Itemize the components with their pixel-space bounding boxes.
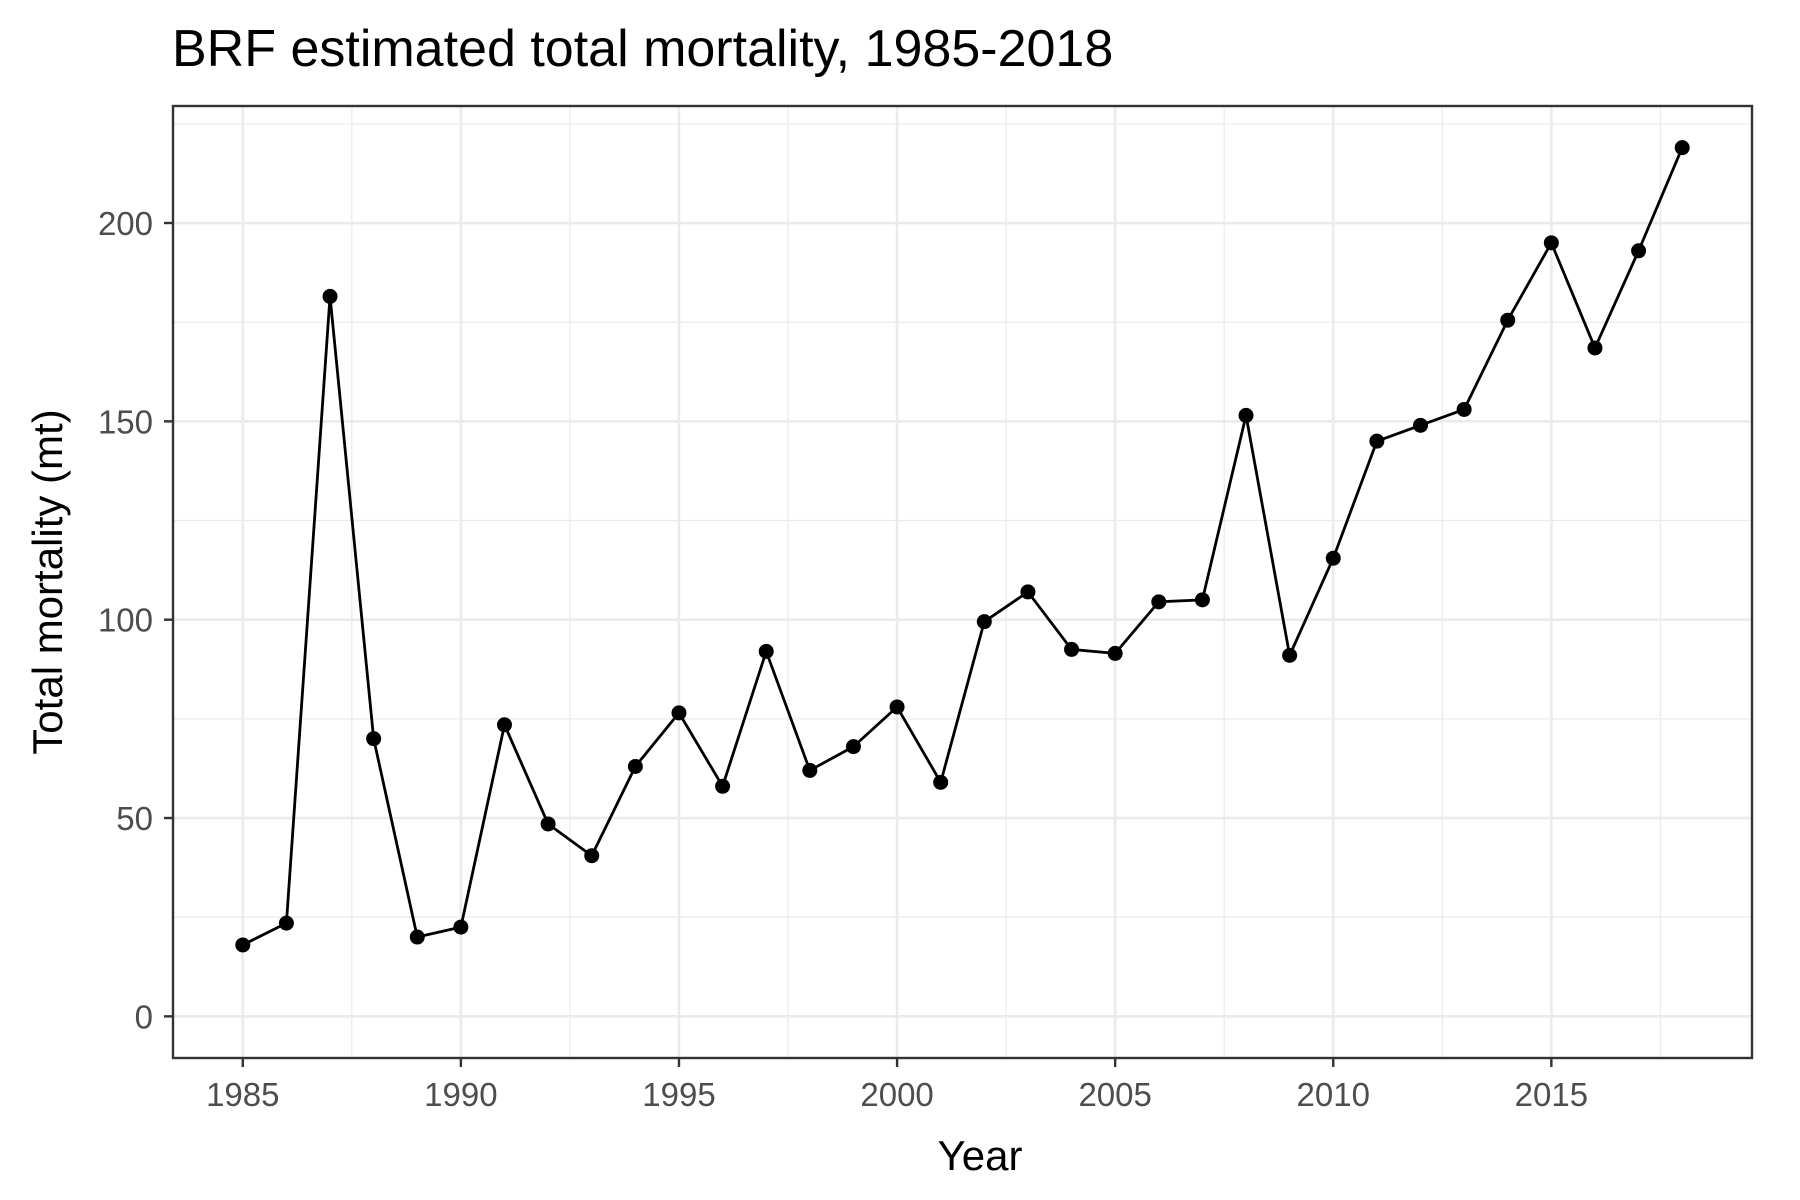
data-point — [845, 739, 861, 755]
data-point — [1107, 645, 1123, 661]
y-tick-label: 0 — [135, 998, 153, 1035]
data-point — [584, 848, 600, 864]
x-tick-label: 2010 — [1297, 1076, 1370, 1113]
plot-panel — [173, 106, 1752, 1058]
data-point — [715, 778, 731, 794]
x-tick-label: 2005 — [1078, 1076, 1151, 1113]
data-point — [453, 919, 469, 935]
data-point — [976, 614, 992, 630]
x-tick-label: 2015 — [1515, 1076, 1588, 1113]
data-point — [889, 699, 905, 715]
axes: 1985 1990 1995 2000 2005 2010 2015 0 50 100 150 200 — [98, 104, 1754, 1113]
data-point — [1587, 340, 1603, 356]
data-point — [278, 915, 294, 931]
data-point — [366, 731, 382, 747]
series-layer — [235, 140, 1690, 953]
data-point — [1194, 592, 1210, 608]
data-point — [802, 762, 818, 778]
data-point — [1238, 407, 1254, 423]
data-point — [409, 929, 425, 945]
data-point — [540, 816, 556, 832]
grid-lines — [173, 106, 1752, 1058]
y-tick-label: 50 — [116, 800, 153, 837]
x-tick-label: 1985 — [206, 1076, 279, 1113]
y-tick-label: 200 — [98, 205, 153, 242]
data-point — [497, 717, 512, 733]
y-tick-label: 150 — [98, 403, 153, 440]
panel-border — [171, 104, 1754, 1060]
chart-title: BRF estimated total mortality, 1985-2018 — [172, 20, 1113, 78]
data-point — [1500, 312, 1516, 328]
x-tick-label: 2000 — [860, 1076, 933, 1113]
data-point — [671, 705, 687, 721]
data-point — [1020, 584, 1036, 600]
data-point — [1543, 235, 1559, 251]
data-point — [758, 643, 774, 659]
y-axis-title: Total mortality (mt) — [24, 409, 71, 754]
data-point — [1369, 433, 1385, 449]
series-line — [242, 147, 1684, 947]
data-point — [322, 288, 338, 304]
data-point — [235, 937, 251, 953]
data-point — [627, 758, 643, 774]
data-point — [1674, 140, 1690, 156]
data-point — [1456, 401, 1472, 417]
data-point — [1064, 641, 1080, 657]
data-point — [1282, 647, 1298, 663]
data-point — [1151, 594, 1167, 610]
y-tick-label: 100 — [98, 602, 153, 639]
data-point — [1631, 243, 1647, 259]
x-tick-label: 1990 — [424, 1076, 497, 1113]
data-point — [1325, 550, 1341, 566]
x-tick-label: 1995 — [642, 1076, 715, 1113]
x-axis-title: Year — [938, 1132, 1023, 1179]
data-point — [1413, 417, 1428, 433]
data-point — [933, 774, 949, 790]
